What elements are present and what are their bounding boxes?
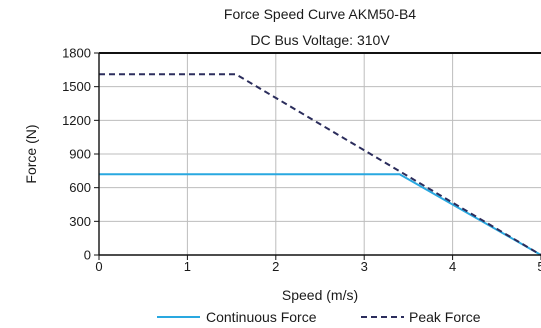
- chart-subtitle: DC Bus Voltage: 310V: [250, 32, 390, 48]
- y-tick-label: 600: [69, 180, 91, 195]
- x-tick-label: 3: [361, 259, 368, 274]
- y-tick-labels: 0 300 600 900 1200 1500 1800: [62, 46, 99, 263]
- series-line-peak-force: [99, 73, 541, 256]
- x-tick-label: 2: [272, 259, 279, 274]
- x-tick-labels: 0 1 2 3 4 5: [95, 255, 541, 274]
- x-tick-label: 5: [537, 259, 541, 274]
- y-tick-label: 1200: [62, 113, 91, 128]
- grid-lines: [99, 53, 541, 255]
- legend-label: Continuous Force: [206, 309, 317, 325]
- x-tick-label: 0: [95, 259, 102, 274]
- y-tick-label: 900: [69, 147, 91, 162]
- y-tick-label: 1500: [62, 79, 91, 94]
- x-axis-label: Speed (m/s): [282, 287, 358, 303]
- x-tick-label: 1: [184, 259, 191, 274]
- chart-title: Force Speed Curve AKM50-B4: [224, 6, 416, 22]
- legend: Continuous Force Peak Force: [157, 309, 481, 325]
- series-line-continuous-force: [99, 173, 541, 256]
- y-tick-label: 1800: [62, 46, 91, 61]
- series-lines: [99, 73, 541, 256]
- y-axis-label: Force (N): [23, 124, 39, 183]
- legend-label: Peak Force: [409, 309, 481, 325]
- x-tick-label: 4: [449, 259, 456, 274]
- y-tick-label: 0: [84, 248, 91, 263]
- y-tick-label: 300: [69, 214, 91, 229]
